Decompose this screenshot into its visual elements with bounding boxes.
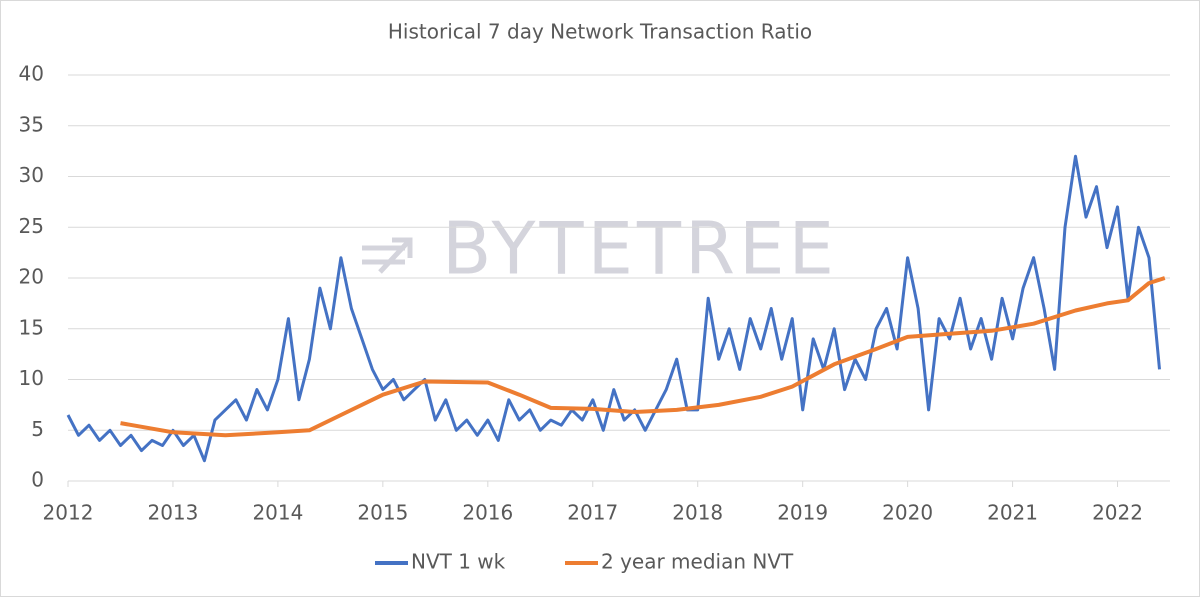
- watermark: BYTETREE: [442, 207, 838, 291]
- y-tick-label: 20: [19, 265, 44, 289]
- x-tick-label: 2021: [987, 501, 1038, 525]
- y-tick-label: 5: [31, 417, 44, 441]
- x-tick-label: 2019: [777, 501, 828, 525]
- legend-label: NVT 1 wk: [411, 550, 506, 574]
- y-tick-label: 0: [31, 468, 44, 492]
- y-tick-label: 10: [19, 366, 44, 390]
- x-tick-label: 2015: [357, 501, 408, 525]
- x-tick-label: 2022: [1092, 501, 1143, 525]
- x-tick-label: 2018: [672, 501, 723, 525]
- y-tick-label: 25: [19, 214, 44, 238]
- legend-label: 2 year median NVT: [601, 550, 794, 574]
- y-tick-label: 40: [19, 62, 44, 86]
- y-tick-label: 30: [19, 163, 44, 187]
- y-tick-label: 15: [19, 315, 44, 339]
- series-line: [66, 154, 1161, 463]
- x-tick-label: 2016: [462, 501, 513, 525]
- x-tick-label: 2013: [147, 501, 198, 525]
- x-tick-label: 2014: [252, 501, 303, 525]
- watermark-icon: [362, 237, 413, 274]
- y-tick-label: 35: [19, 112, 44, 136]
- x-tick-label: 2012: [43, 501, 94, 525]
- x-tick-label: 2020: [882, 501, 933, 525]
- series-line: [120, 276, 1166, 438]
- x-tick-label: 2017: [567, 501, 618, 525]
- chart-title: Historical 7 day Network Transaction Rat…: [388, 20, 812, 44]
